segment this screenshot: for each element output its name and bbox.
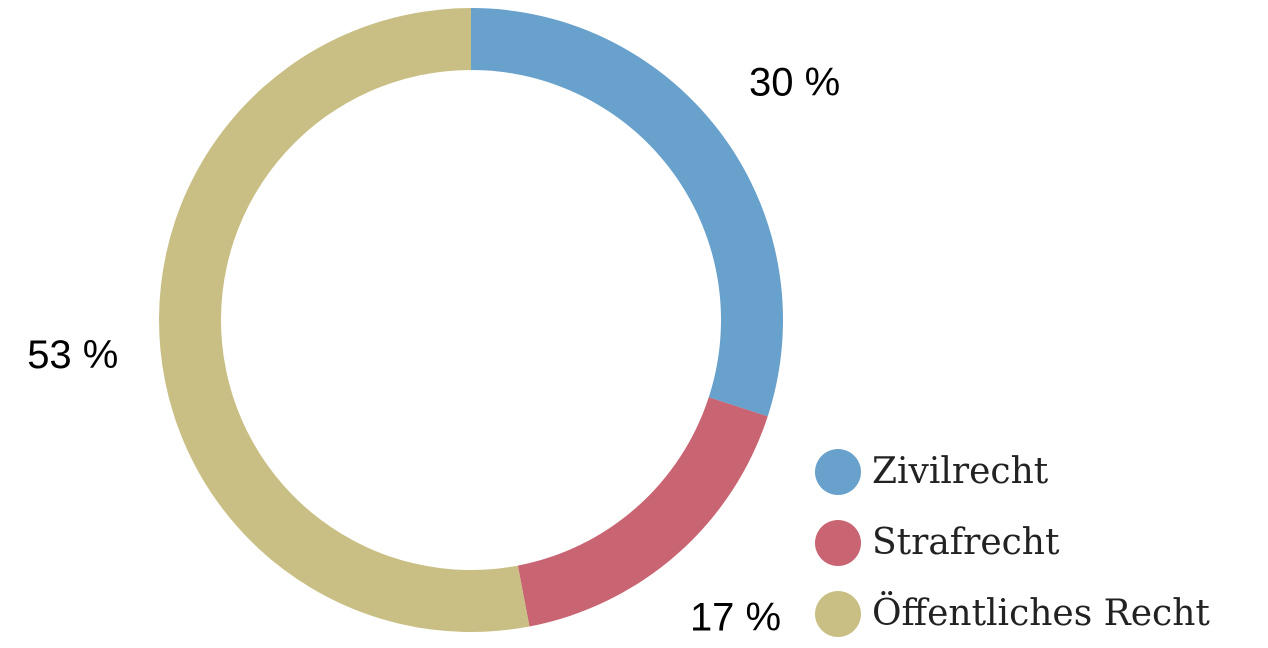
- legend-swatch: [815, 449, 861, 495]
- value-label: 30 %: [749, 60, 840, 104]
- value-label: 53 %: [27, 333, 118, 377]
- legend-label: Strafrecht: [872, 522, 1060, 563]
- donut-segment: [517, 397, 768, 627]
- legend-swatch: [815, 591, 861, 637]
- legend-swatch: [815, 520, 861, 566]
- value-label: 17 %: [690, 596, 781, 640]
- donut-segment: [471, 8, 783, 417]
- donut-segment: [159, 8, 530, 632]
- legend-label: Zivilrecht: [872, 451, 1049, 492]
- legend-label: Öffentliches Recht: [872, 592, 1210, 634]
